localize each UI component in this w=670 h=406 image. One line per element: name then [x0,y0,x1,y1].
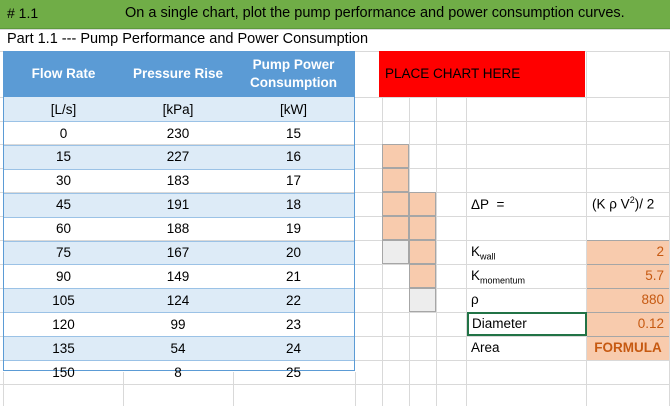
empty-cell[interactable] [409,288,436,312]
density-label[interactable]: ρ [471,292,479,307]
k-wall-value-cell[interactable] [587,240,669,264]
area-value: FORMULA [594,340,662,355]
table-row [4,192,354,217]
density-value-cell[interactable] [587,288,669,312]
pressure-rise-cell[interactable]: 227 [166,149,190,165]
pump-power-cell[interactable]: 19 [285,221,302,237]
pump-power-cell[interactable]: 22 [285,292,302,308]
pump-power-cell[interactable]: 18 [285,197,302,213]
pressure-rise-cell[interactable]: 149 [166,268,190,284]
grid-col-line [233,372,234,406]
input-cell[interactable] [409,264,436,288]
input-cell[interactable] [409,216,436,240]
density-value: 880 [641,292,664,307]
pressure-rise-cell[interactable]: 183 [166,173,190,189]
flow-rate-cell[interactable]: 15 [55,149,72,165]
table-row [4,121,354,145]
k-momentum-value: 5.7 [645,268,664,283]
flow-rate-cell[interactable]: 105 [52,292,75,308]
grid-col-line [123,372,124,406]
table-row [4,336,354,361]
pressure-rise-cell[interactable]: 8 [174,364,182,380]
pump-power-cell[interactable]: 24 [285,340,302,356]
table-row [4,240,354,265]
grid-row-line [0,144,670,145]
table-row [4,288,354,313]
grid-row-line [0,29,670,30]
flow-rate-cell[interactable]: 60 [55,221,72,237]
k-wall-value: 2 [656,244,664,259]
flow-rate-cell[interactable]: 0 [59,125,68,141]
pump-power-cell[interactable]: 21 [285,268,302,284]
grid-col-line [3,372,4,406]
pump-power-cell[interactable]: 17 [285,173,302,189]
pump-power-cell[interactable]: 15 [285,125,302,141]
unit-pressure-rise[interactable]: [kPa] [162,101,194,117]
input-cell[interactable] [382,144,409,168]
units-row [4,97,354,121]
pressure-rise-cell[interactable]: 191 [166,197,190,213]
pump-power-cell[interactable]: 23 [285,316,302,332]
input-cell[interactable] [409,240,436,264]
column-header-pressure-rise[interactable]: Pressure Rise [123,51,233,97]
k-momentum-value-cell[interactable] [587,264,669,288]
sheet-title: Part 1.1 --- Pump Performance and Power … [7,31,369,47]
problem-instruction: On a single chart, plot the pump perform… [125,5,625,21]
flow-rate-cell[interactable]: 30 [55,173,72,189]
grid-col-line [436,51,437,406]
chart-placeholder[interactable]: PLACE CHART HERE [379,51,585,97]
grid-row-line [0,192,670,193]
pump-power-cell[interactable]: 16 [285,149,302,165]
formula-lhs[interactable]: ΔP = [471,197,505,212]
flow-rate-cell[interactable]: 75 [55,245,72,260]
flow-rate-cell[interactable]: 45 [55,197,72,213]
formula-rhs[interactable]: (K ρ V2)/ 2 [592,195,655,212]
pressure-rise-cell[interactable]: 188 [166,221,190,237]
problem-number: # 1.1 [7,5,39,21]
flow-rate-cell[interactable]: 120 [52,316,75,332]
flow-rate-cell[interactable]: 135 [52,340,75,356]
pressure-rise-cell[interactable]: 54 [170,340,186,356]
column-header-pump-power[interactable]: Pump Power Consumption [233,51,354,97]
table-row [4,144,354,169]
k-wall-label[interactable]: Kwall [471,244,496,262]
table-row [4,360,354,384]
grid-row-line [0,384,670,385]
empty-cell[interactable] [382,240,409,264]
input-cell[interactable] [409,192,436,216]
diameter-value: 0.12 [637,316,664,331]
pump-power-cell[interactable]: 20 [285,245,302,260]
pressure-rise-cell[interactable]: 230 [166,125,190,141]
k-momentum-label[interactable]: Kmomentum [471,268,526,286]
input-cell[interactable] [382,216,409,240]
table-row [4,264,354,288]
table-row [4,312,354,336]
input-cell[interactable] [382,192,409,216]
grid-col-line [355,372,356,406]
flow-rate-cell[interactable]: 150 [52,364,75,380]
pressure-rise-cell[interactable]: 167 [166,245,190,260]
flow-rate-cell[interactable]: 90 [55,268,72,284]
diameter-value-cell[interactable] [587,312,669,336]
pump-power-cell[interactable]: 25 [285,364,302,380]
input-cell[interactable] [382,168,409,192]
area-value-cell[interactable] [587,336,669,360]
unit-flow-rate[interactable]: [L/s] [50,101,77,117]
grid-col-line [586,51,587,406]
grid-col-line [466,51,467,406]
table-row [4,168,354,193]
area-label[interactable]: Area [471,340,500,355]
diameter-label[interactable]: Diameter [467,312,587,336]
pressure-rise-cell[interactable]: 124 [166,292,190,308]
pressure-rise-cell[interactable]: 99 [170,316,186,332]
title-bar [0,0,670,29]
table-row [4,216,354,241]
unit-pump-power[interactable]: [kW] [280,101,307,117]
column-header-flow-rate[interactable]: Flow Rate [4,51,123,97]
